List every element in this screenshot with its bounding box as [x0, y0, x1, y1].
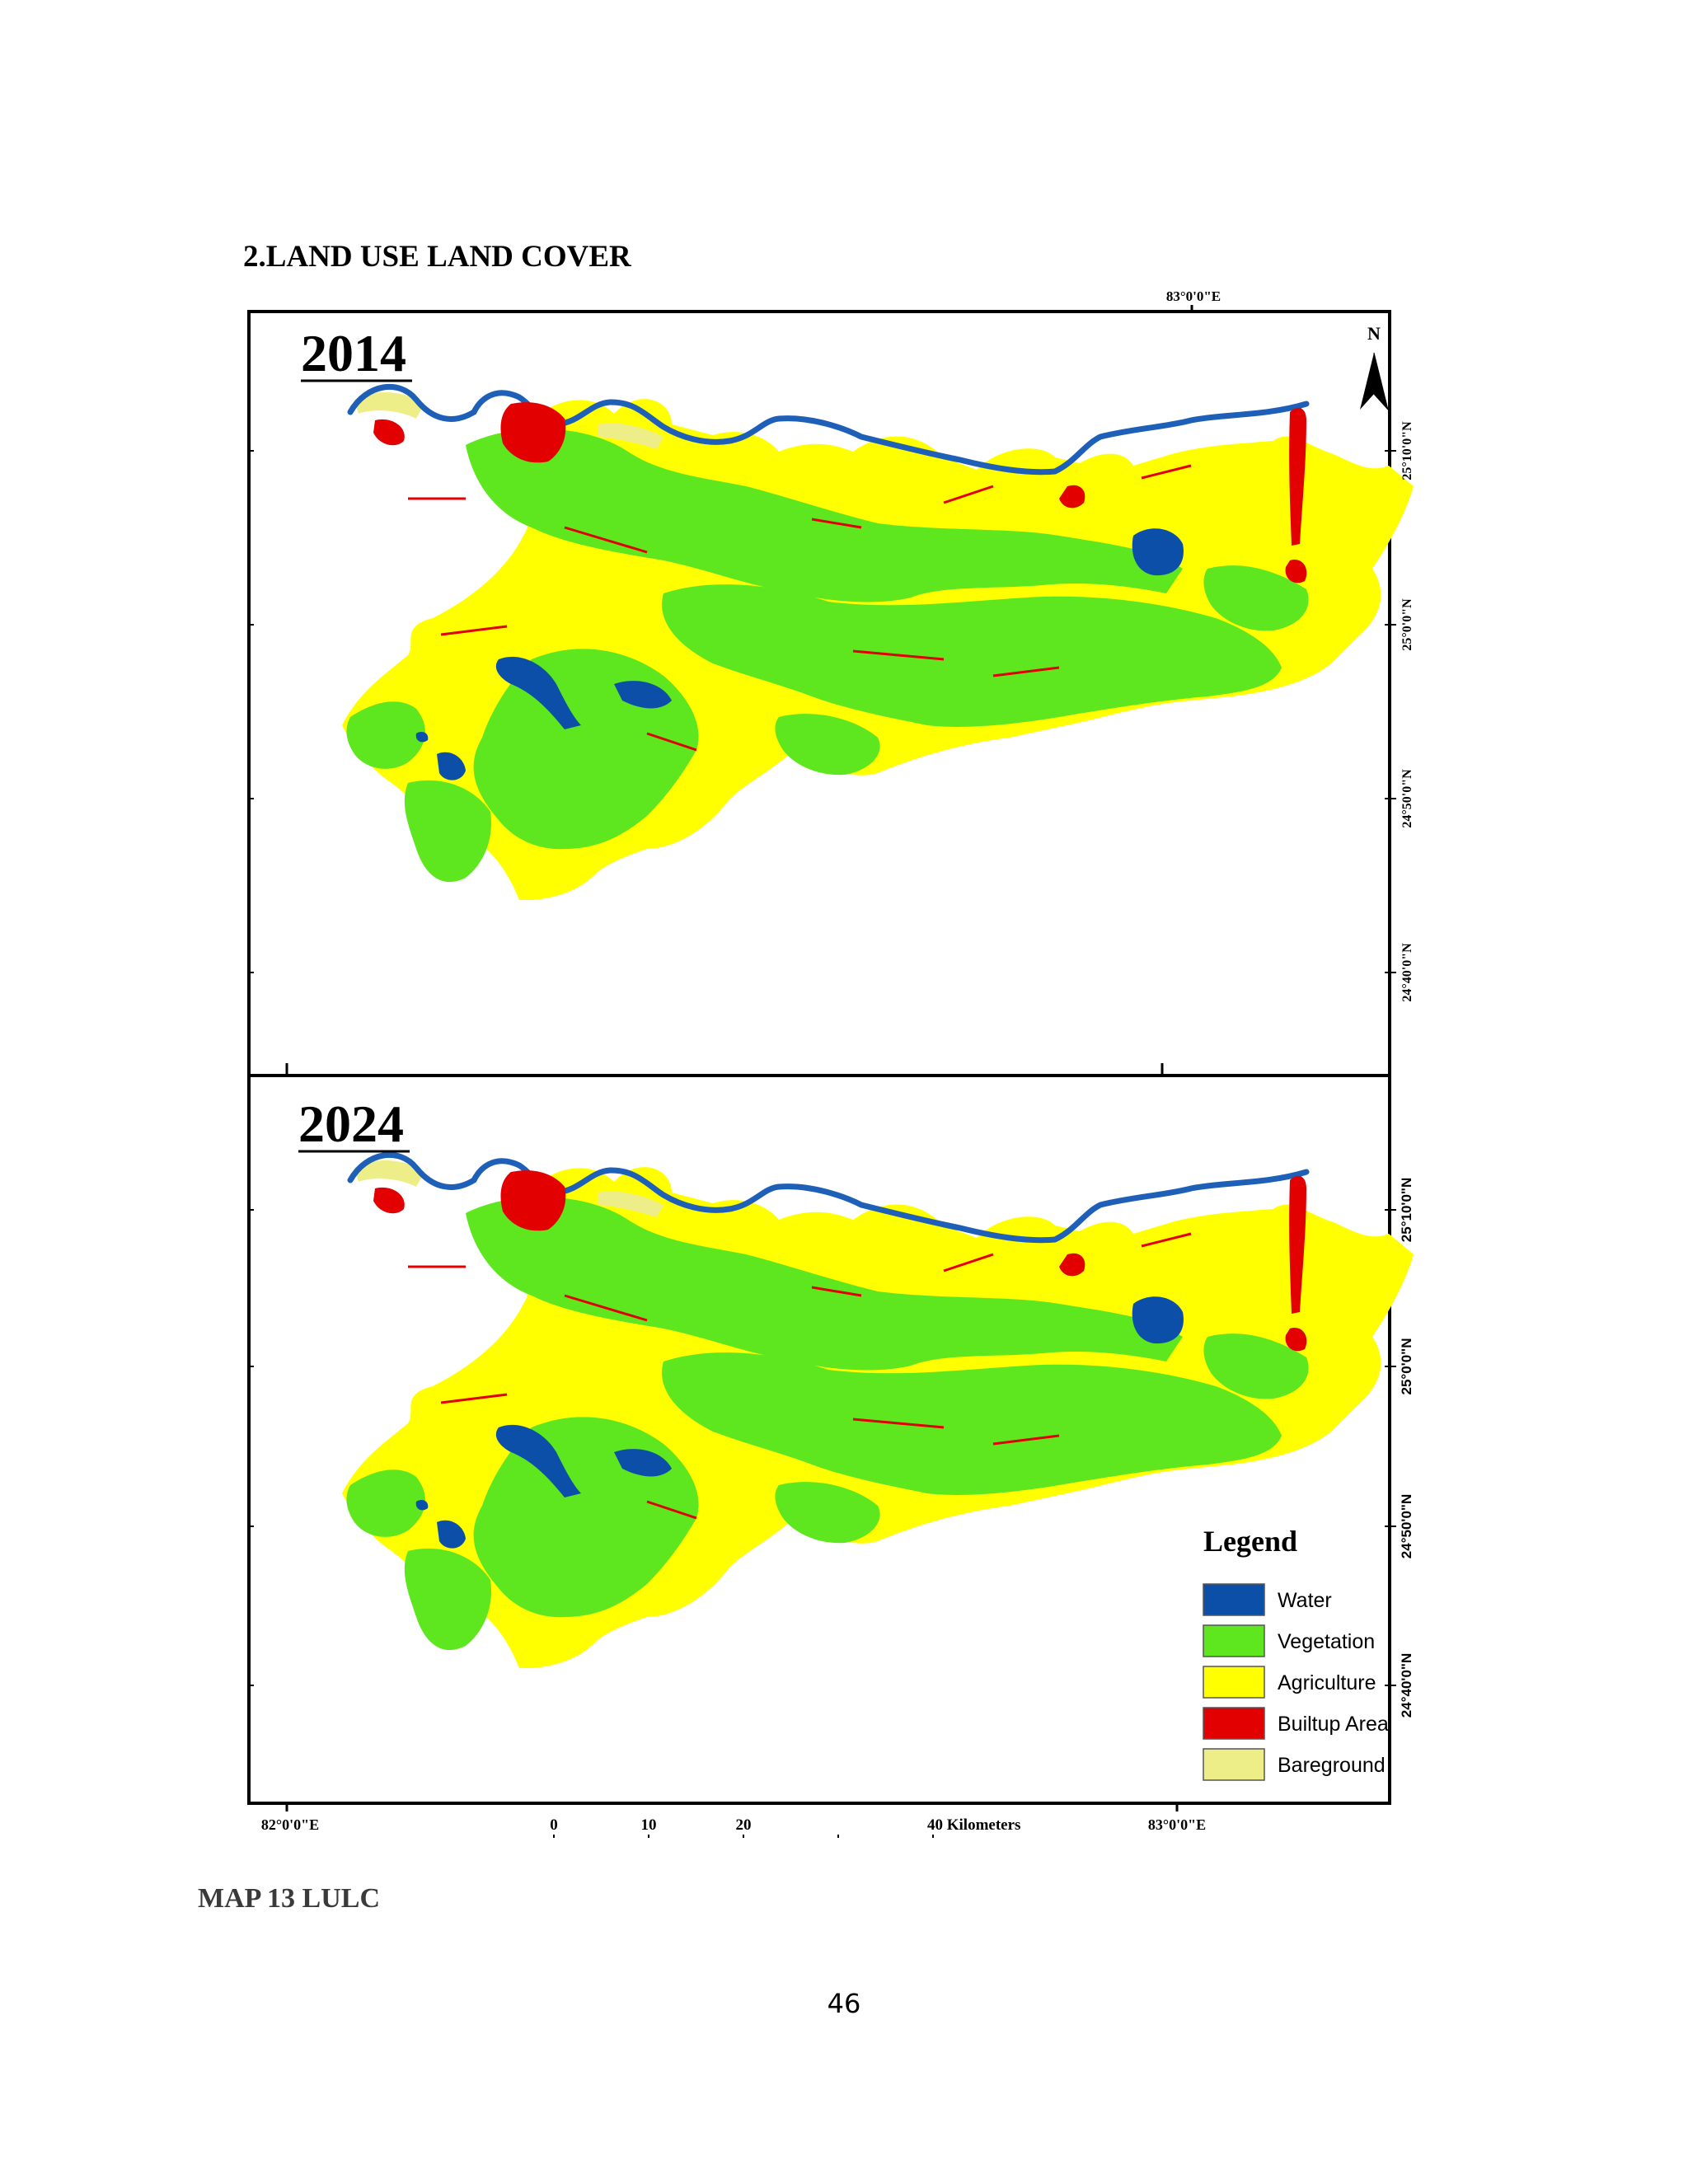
lat-label-right: 25°0'0"N	[1399, 1338, 1414, 1395]
legend-swatch-water	[1203, 1583, 1265, 1616]
legend-swatch-vegetation	[1203, 1624, 1265, 1657]
lat-label-right: 24°40'0"N	[1399, 1653, 1414, 1718]
scale-label: 40 Kilometers	[927, 1816, 1020, 1834]
legend-label-builtup: Builtup Area	[1278, 1713, 1389, 1736]
map-legend: Legend Water Vegetation Agriculture Buil…	[1203, 1525, 1389, 1781]
scale-label: 20	[736, 1816, 752, 1834]
lat-label-right: 24°40'0"N	[1400, 943, 1414, 1002]
top-lon-label: 83°0'0"E	[1166, 288, 1221, 304]
lat-label-right: 25°10'0"N	[1399, 1178, 1414, 1242]
lulc-map-figure: 83°0'0"E 2014 2024 N 25°10'0"N 25°0'0"N …	[247, 280, 1451, 1838]
bottom-lon-label: 83°0'0"E	[1148, 1816, 1206, 1833]
legend-label-bareground: Bareground	[1278, 1754, 1386, 1777]
page-number: 46	[827, 1988, 861, 2019]
legend-label-water: Water	[1278, 1589, 1332, 1612]
year-label-2024: 2024	[298, 1094, 404, 1153]
legend-swatch-bareground	[1203, 1748, 1265, 1781]
north-arrow: N	[1360, 323, 1389, 410]
legend-title: Legend	[1203, 1525, 1297, 1558]
north-arrow-label: N	[1367, 323, 1381, 344]
scale-label: 10	[641, 1816, 657, 1834]
scale-label: 0	[550, 1816, 558, 1834]
lat-ticks-2024: 25°10'0"N 25°0'0"N 24°50'0"N 24°40'0"N 2…	[247, 1178, 1414, 1718]
legend-label-agriculture: Agriculture	[1278, 1671, 1376, 1694]
bottom-lon-label: 82°0'0"E	[261, 1816, 319, 1833]
lat-label-right: 25°0'0"N	[1400, 598, 1414, 651]
legend-swatch-agriculture	[1203, 1666, 1265, 1699]
lat-ticks-2014: 25°10'0"N 25°0'0"N 24°50'0"N 24°40'0"N 2…	[247, 421, 1414, 1076]
legend-swatch-builtup	[1203, 1707, 1265, 1740]
scale-bar: 0 10 20 40 Kilometers	[550, 1816, 1020, 1838]
section-heading: 2.LAND USE LAND COVER	[243, 240, 631, 274]
legend-label-vegetation: Vegetation	[1278, 1630, 1375, 1653]
map-caption: MAP 13 LULC	[198, 1883, 380, 1914]
lat-label-right: 24°50'0"N	[1400, 769, 1414, 828]
lat-label-right: 24°50'0"N	[1399, 1494, 1414, 1558]
lat-label-right: 25°10'0"N	[1400, 421, 1414, 480]
year-label-2014: 2014	[301, 324, 406, 382]
